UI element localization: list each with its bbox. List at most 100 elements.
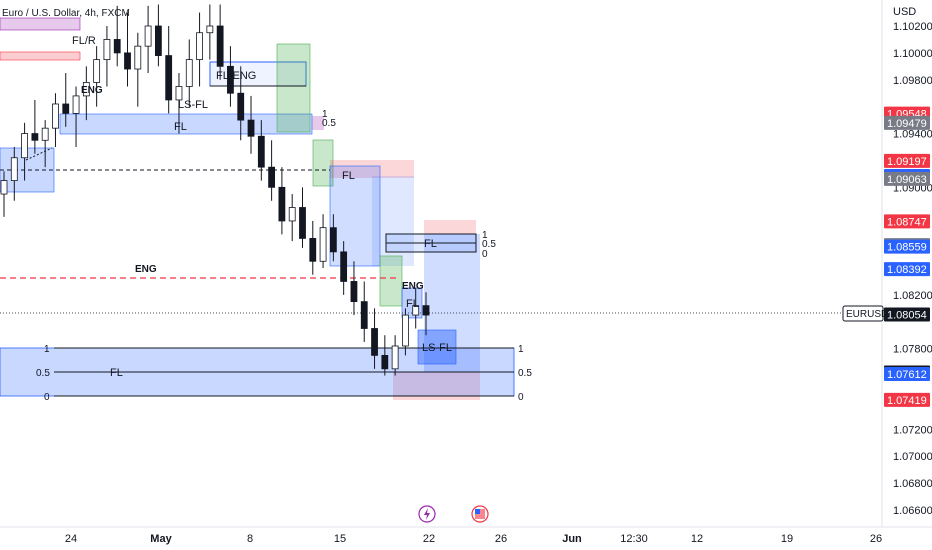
fib-label-0: 0 (44, 392, 50, 403)
candle-body (350, 281, 358, 303)
fib-label-small-1: 1 (482, 230, 488, 241)
time-tick-label: 26 (870, 533, 882, 545)
candle-body (72, 95, 80, 114)
fib-label-05: 0.5 (36, 368, 50, 379)
candle-body (175, 86, 183, 101)
purple-zone-small (312, 116, 324, 130)
candle-body (319, 227, 327, 262)
annotation-eng-2: ENG (135, 264, 157, 275)
candle-body (391, 345, 399, 370)
fib-label-mid-05: 0.5 (322, 118, 336, 129)
price-tick-label: 1.08200 (893, 290, 932, 302)
candle-body (196, 32, 203, 61)
candle-body (371, 328, 378, 356)
candle-body (412, 305, 420, 316)
green-zone-1 (276, 43, 311, 133)
time-tick-label: 24 (65, 533, 77, 545)
candle-body (154, 25, 162, 56)
blue-zone-mid-tall (372, 176, 414, 266)
red-zone-right (424, 220, 476, 234)
candles-layer (0, 4, 430, 376)
price-tick-label: 1.10200 (893, 21, 932, 33)
price-badge-bg (884, 115, 930, 130)
fib-label-1-right: 1 (518, 344, 524, 355)
candle-body (103, 39, 111, 61)
candle-body (402, 314, 409, 347)
candle-body (134, 45, 142, 70)
candle-body (124, 52, 131, 70)
candle-body (144, 25, 152, 47)
candle-body (31, 133, 39, 141)
time-tick-label: 26 (495, 533, 507, 545)
price-badge: 1.08747 (887, 216, 927, 228)
ls-fl-zone (417, 329, 457, 365)
fib-label-mid-1: 1 (322, 109, 328, 120)
candle-body (41, 127, 49, 141)
price-badges: 1.095481.094791.091971.090841.090631.087… (884, 106, 930, 407)
candle-body (278, 186, 286, 222)
purple-zone (0, 17, 81, 31)
annotation-fl-2: FL (342, 170, 355, 182)
price-tick-label: 1.09400 (893, 129, 932, 141)
annotation-ls-fl-2: LS-FL (422, 342, 452, 354)
candle-body (422, 305, 430, 316)
red-zone-top-left (0, 51, 81, 61)
candle-body (360, 301, 368, 329)
price-tick-label: 1.07000 (893, 451, 932, 463)
candle-body (62, 103, 70, 114)
candle-body (257, 135, 265, 168)
trend-line (25, 147, 53, 161)
candle-body (227, 65, 234, 94)
price-badge: 1.09197 (887, 156, 927, 168)
price-badge: 1.08054 (887, 310, 927, 322)
flash-glyph-icon (424, 508, 430, 520)
currency-label: USD (893, 6, 916, 18)
fib-label-0-right: 0 (518, 392, 524, 403)
candle-body (93, 59, 101, 83)
time-tick-label: 12 (691, 533, 703, 545)
price-badge-bg (884, 392, 930, 407)
candle-body (206, 25, 214, 34)
plot-area[interactable] (0, 0, 882, 527)
annotation-fl-3: FL (424, 238, 437, 250)
time-tick-label: Jun (562, 533, 582, 545)
candle-body (52, 103, 59, 129)
candle-body (299, 207, 306, 239)
annotation-fl-r: FL/R (72, 35, 96, 47)
price-tick-label: 1.06800 (893, 478, 932, 490)
price-badge-bg (884, 307, 930, 322)
red-zone-bottom (393, 372, 480, 400)
symbol-title[interactable]: Euro / U.S. Dollar, 4h, FXCM (2, 8, 130, 19)
time-tick-label: 19 (781, 533, 793, 545)
candle-body (165, 55, 173, 101)
price-badge: 1.09063 (887, 174, 927, 186)
price-tick-label: 1.07800 (893, 344, 932, 356)
price-tick-label: 1.06600 (893, 505, 932, 517)
fib-label-05-right: 0.5 (518, 368, 532, 379)
fib-label-1: 1 (44, 344, 50, 355)
green-zone-3 (379, 255, 403, 307)
green-zone-2 (312, 139, 334, 187)
price-badge-bg (884, 214, 930, 229)
annotation-fl-5: FL (110, 367, 123, 379)
candle-body (268, 166, 276, 188)
time-axis[interactable]: 24 May 8 15 22 26 Jun 12:30 12 19 26 (65, 533, 882, 545)
event-icons[interactable] (418, 505, 489, 523)
ticker-badge: EURUSD (846, 309, 888, 320)
candle-body (0, 180, 8, 195)
candle-body (185, 59, 193, 87)
time-tick-label: 8 (247, 533, 253, 545)
red-zone-mid (330, 160, 414, 178)
candle-body (10, 157, 18, 182)
blue-zone-mid (329, 165, 381, 267)
price-tick-label: 1.07200 (893, 424, 932, 436)
annotation-fl-4: FL (406, 298, 419, 310)
blue-zone-right (424, 234, 480, 372)
time-tick-label: 22 (423, 533, 435, 545)
candle-body (237, 92, 245, 121)
annotation-fl-1: FL (174, 121, 187, 133)
candle-body (340, 251, 348, 282)
time-tick-label: 12:30 (620, 533, 648, 545)
price-badge: 1.07419 (887, 395, 927, 407)
